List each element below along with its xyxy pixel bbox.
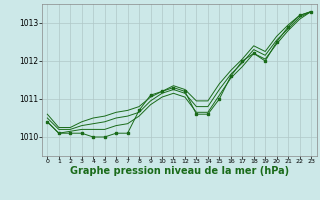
X-axis label: Graphe pression niveau de la mer (hPa): Graphe pression niveau de la mer (hPa): [70, 166, 289, 176]
